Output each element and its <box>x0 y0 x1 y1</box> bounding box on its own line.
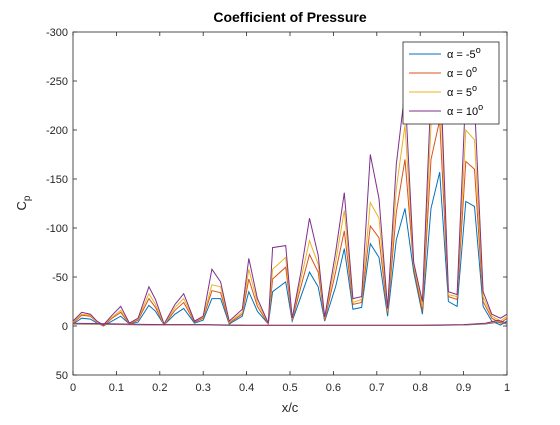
y-tick-label: 50 <box>56 370 68 382</box>
x-tick-label: 0.1 <box>109 382 124 394</box>
legend: α = -5o α = 0o α = 5o α = 10o <box>402 41 500 125</box>
y-tick-label: -100 <box>46 223 68 235</box>
series-lower-line-3 <box>72 319 508 326</box>
y-tick-label: -50 <box>52 272 68 284</box>
svg-text:Cp: Cp <box>14 195 33 210</box>
x-tick-label: 0.2 <box>152 382 167 394</box>
x-tick-label: 0.7 <box>369 382 384 394</box>
x-tick-label: 0.5 <box>282 382 297 394</box>
legend-label-2: α = 5o <box>447 83 477 99</box>
x-tick-label: 0.6 <box>326 382 341 394</box>
x-tick-label: 0.3 <box>196 382 211 394</box>
x-axis-label: x/c <box>282 400 299 415</box>
x-tick-label: 0.4 <box>239 382 254 394</box>
legend-box <box>402 41 500 125</box>
legend-label-0: α = -5o <box>447 45 481 61</box>
x-tick-label: 1 <box>504 382 510 394</box>
x-tick-label: 0 <box>70 382 76 394</box>
axes: 0 0.1 0.2 0.3 0.4 0.5 0.6 0.7 0.8 0.9 1 -300 -250 -20… <box>46 27 510 394</box>
y-axis-label: Cp <box>14 195 33 210</box>
x-tick-label: 0.8 <box>413 382 428 394</box>
y-axis-label-sub: p <box>22 195 33 201</box>
legend-label-3: α = 10o <box>447 102 483 118</box>
y-axis-label-main: C <box>14 201 29 210</box>
y-tick-label: -150 <box>46 174 68 186</box>
series-line-1 <box>72 120 508 327</box>
legend-label-1: α = 0o <box>447 64 477 80</box>
y-tick-label: -300 <box>46 27 68 39</box>
y-tick-label: 0 <box>62 321 68 333</box>
y-tick-label: -250 <box>46 76 68 88</box>
y-tick-label: -200 <box>46 125 68 137</box>
chart-title: Coefficient of Pressure <box>213 9 366 25</box>
x-tick-label: 0.9 <box>456 382 471 394</box>
series-line-0 <box>72 171 508 327</box>
